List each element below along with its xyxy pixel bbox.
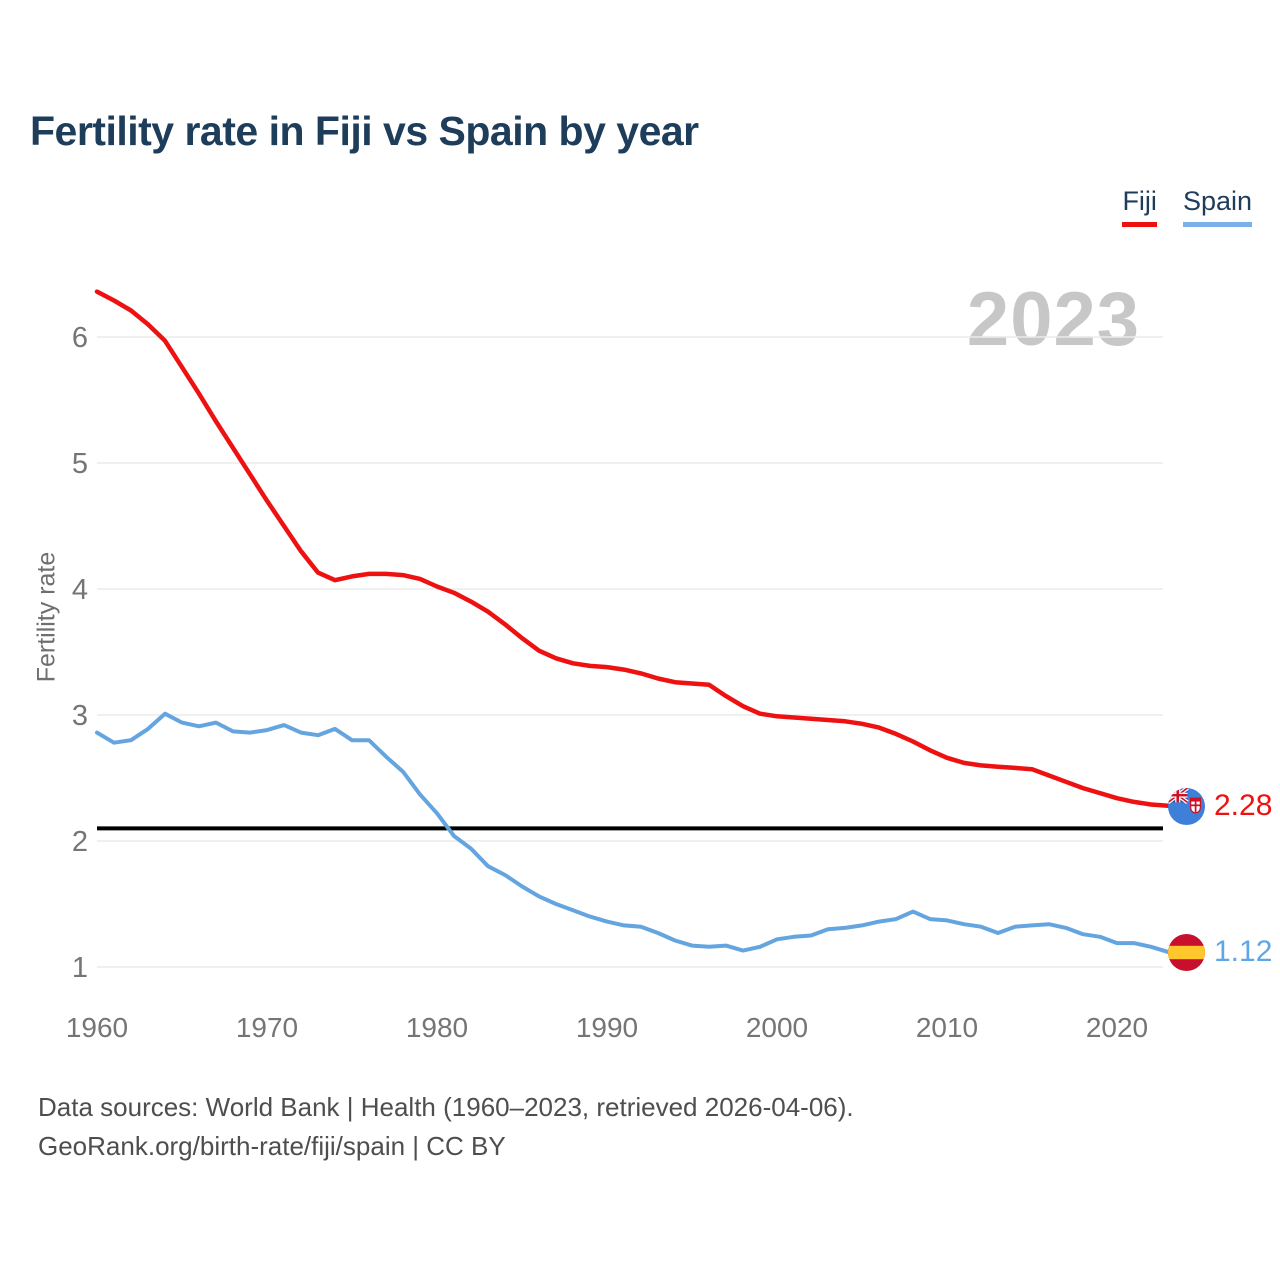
x-tick-label: 1990 bbox=[575, 1012, 639, 1043]
fiji-flag-icon bbox=[1168, 787, 1205, 825]
source-attribution: Data sources: World Bank | Health (1960–… bbox=[38, 1088, 854, 1166]
spain-last-value: 1.12 bbox=[1214, 935, 1273, 969]
y-tick-label: 1 bbox=[71, 952, 88, 984]
end-label-fiji: 2.28 bbox=[1168, 787, 1273, 825]
x-tick-label: 2000 bbox=[745, 1012, 809, 1043]
x-tick-label: 1970 bbox=[235, 1012, 299, 1043]
spain-line bbox=[95, 711, 1170, 954]
y-tick-label: 4 bbox=[71, 574, 88, 606]
y-tick-label: 6 bbox=[71, 322, 88, 354]
y-tick-label: 3 bbox=[71, 700, 88, 732]
fiji-line bbox=[94, 289, 1171, 808]
source-line-1: Data sources: World Bank | Health (1960–… bbox=[38, 1092, 854, 1122]
x-tick-label: 1980 bbox=[405, 1012, 469, 1043]
year-watermark: 2023 bbox=[966, 277, 1140, 362]
page-title: Fertility rate in Fiji vs Spain by year bbox=[30, 108, 699, 154]
x-tick-label: 2010 bbox=[915, 1012, 979, 1043]
end-label-spain: 1.12 bbox=[1168, 933, 1273, 971]
source-line-2: GeoRank.org/birth-rate/fiji/spain | CC B… bbox=[38, 1131, 506, 1161]
fiji-last-value: 2.28 bbox=[1214, 789, 1273, 823]
x-tick-label: 2020 bbox=[1085, 1012, 1149, 1043]
x-tick-label: 1960 bbox=[65, 1012, 129, 1043]
y-tick-label: 2 bbox=[71, 826, 88, 858]
legend-item-fiji[interactable]: Fiji bbox=[1122, 186, 1157, 227]
spain-flag-icon bbox=[1168, 933, 1205, 971]
legend-item-spain[interactable]: Spain bbox=[1182, 186, 1252, 227]
legend: Fiji Spain bbox=[1122, 186, 1252, 227]
y-tick-label: 5 bbox=[71, 448, 88, 480]
